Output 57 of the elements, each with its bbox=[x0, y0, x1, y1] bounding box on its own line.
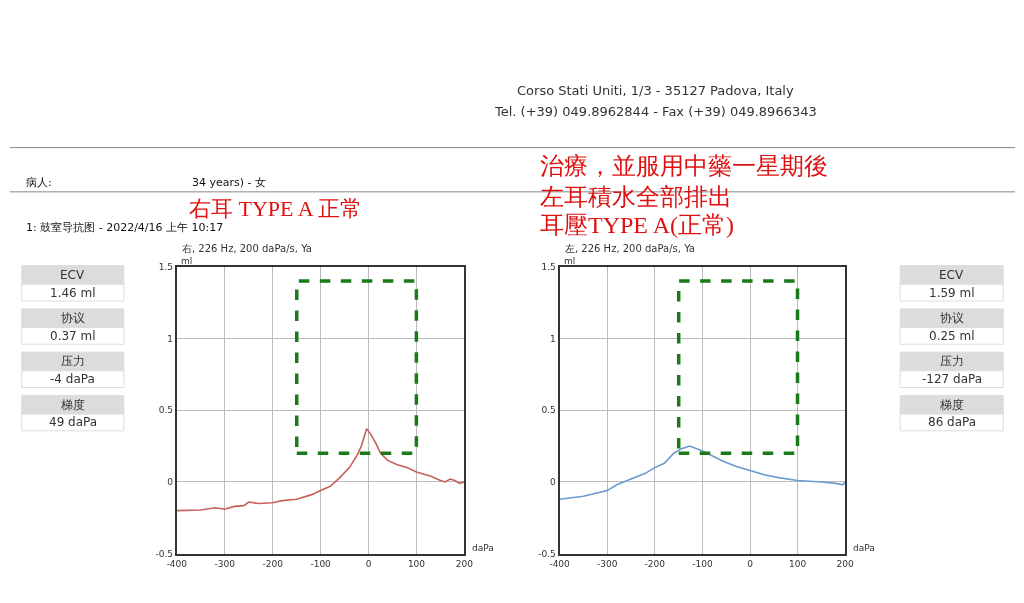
text: -4 daPa bbox=[50, 372, 95, 386]
y-tick-label: 0 bbox=[167, 477, 174, 488]
text: 病人: bbox=[26, 176, 52, 189]
x-tick-label: 0 bbox=[747, 558, 754, 569]
text: 耳壓TYPE A(正常) bbox=[540, 212, 734, 238]
text: 协议 bbox=[940, 311, 964, 325]
x-tick-label: -400 bbox=[549, 558, 571, 569]
y-tick-label: -0.5 bbox=[155, 548, 174, 559]
y-tick-label: 0 bbox=[550, 477, 557, 488]
text: 梯度 bbox=[939, 398, 964, 412]
text: 49 daPa bbox=[49, 415, 98, 429]
text: 压力 bbox=[61, 354, 85, 368]
x-tick-label: -400 bbox=[166, 558, 188, 569]
line-series bbox=[559, 445, 846, 500]
y-axis-title: ml bbox=[181, 256, 193, 266]
x-axis-title: daPa bbox=[853, 543, 875, 553]
x-tick-label: -300 bbox=[214, 558, 236, 569]
x-tick-label: 100 bbox=[407, 558, 426, 569]
text: ECV bbox=[60, 268, 85, 282]
x-tick-label: 200 bbox=[455, 558, 474, 569]
x-tick-label: -100 bbox=[692, 558, 713, 569]
y-tick-label: 0.5 bbox=[158, 405, 174, 416]
x-tick-label: -300 bbox=[596, 558, 618, 569]
text: 左耳積水全部排出 bbox=[540, 184, 732, 210]
text: 右耳 TYPE A 正常 bbox=[189, 196, 362, 221]
text: 0.25 ml bbox=[929, 329, 975, 343]
x-tick-label: 0 bbox=[365, 558, 372, 569]
y-tick-label: 1.5 bbox=[158, 261, 174, 272]
text: 治療，並服用中藥一星期後 bbox=[540, 153, 828, 179]
y-tick-label: -0.5 bbox=[538, 548, 556, 559]
chart-title: 左, 226 Hz, 200 daPa/s, Ya bbox=[565, 243, 695, 254]
x-tick-label: -200 bbox=[644, 558, 666, 569]
text: Tel. (+39) 049.8962844 - Fax (+39) 049.8966343 bbox=[494, 104, 817, 119]
x-tick-label: 200 bbox=[836, 558, 855, 569]
y-tick-label: 1 bbox=[550, 333, 556, 344]
x-tick-label: -200 bbox=[262, 558, 284, 569]
x-tick-label: 100 bbox=[789, 558, 807, 569]
text: 86 daPa bbox=[928, 415, 977, 429]
text: 34 years) - 女 bbox=[192, 176, 267, 189]
line-series bbox=[176, 428, 465, 512]
text: ECV bbox=[939, 268, 964, 282]
text: 1.46 ml bbox=[50, 286, 96, 300]
text: -127 daPa bbox=[922, 372, 983, 386]
x-tick-label: -100 bbox=[310, 558, 332, 569]
x-axis-title: daPa bbox=[472, 543, 494, 553]
y-tick-label: 1.5 bbox=[541, 261, 556, 272]
text: 协议 bbox=[61, 311, 85, 325]
text: 梯度 bbox=[60, 398, 85, 412]
y-tick-label: 1 bbox=[167, 333, 174, 344]
text: 1: 鼓室导抗图 - 2022/4/16 上午 10:17 bbox=[26, 221, 224, 234]
text: 0.37 ml bbox=[50, 329, 96, 343]
chart-title: 右, 226 Hz, 200 daPa/s, Ya bbox=[182, 243, 312, 254]
y-axis-title: ml bbox=[564, 256, 576, 266]
text: Corso Stati Uniti, 1/3 - 35127 Padova, Italy bbox=[517, 83, 794, 98]
text: 压力 bbox=[940, 354, 964, 368]
y-tick-label: 0.5 bbox=[541, 405, 556, 416]
text: 1.59 ml bbox=[929, 286, 975, 300]
